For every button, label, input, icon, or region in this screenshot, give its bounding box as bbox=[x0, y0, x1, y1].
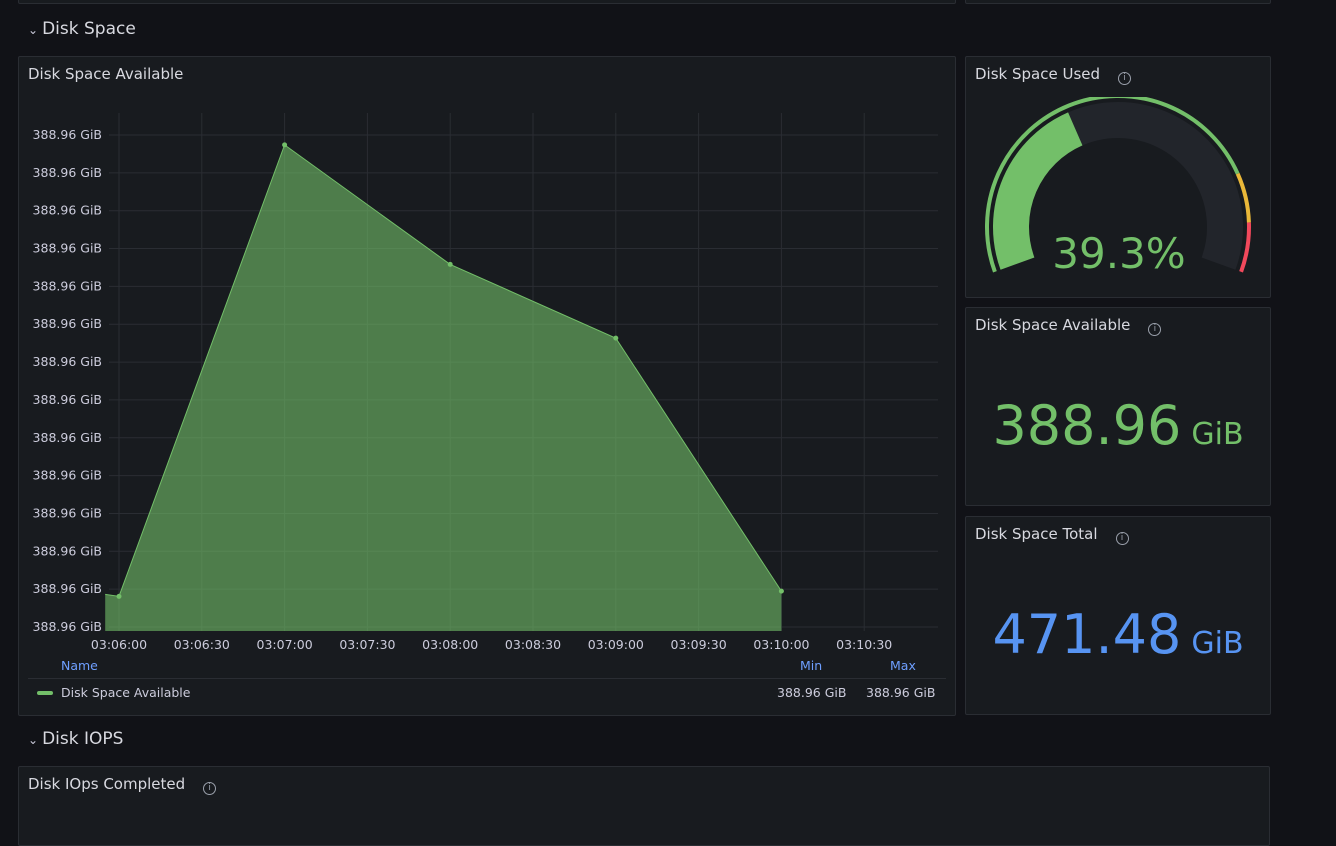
y-tick-label: 388.96 GiB bbox=[33, 468, 102, 483]
legend-name-header[interactable]: Name bbox=[61, 658, 98, 673]
legend-max-header[interactable]: Max bbox=[890, 658, 916, 673]
row-title: Disk Space bbox=[42, 19, 136, 39]
stat-number: 388.96 bbox=[992, 394, 1182, 457]
chevron-down-icon: ⌄ bbox=[28, 23, 39, 37]
legend-row[interactable]: Disk Space Available 388.96 GiB 388.96 G… bbox=[28, 683, 946, 703]
x-tick-label: 03:10:00 bbox=[753, 637, 809, 652]
info-icon[interactable]: i bbox=[1148, 323, 1162, 336]
previous-panel-right bbox=[965, 0, 1271, 4]
x-tick-label: 03:10:30 bbox=[836, 637, 892, 652]
panel-title: Disk Space Total bbox=[975, 525, 1098, 543]
data-point bbox=[282, 142, 288, 148]
x-tick-label: 03:06:00 bbox=[91, 637, 147, 652]
row-disk-iops[interactable]: ⌄ Disk IOPS bbox=[28, 729, 123, 749]
y-tick-label: 388.96 GiB bbox=[33, 354, 102, 369]
panel-title: Disk Space Used bbox=[975, 65, 1101, 83]
legend-min-header[interactable]: Min bbox=[800, 658, 823, 673]
legend-min-value: 388.96 GiB bbox=[777, 685, 847, 700]
x-tick-label: 03:06:30 bbox=[174, 637, 230, 652]
y-tick-label: 388.96 GiB bbox=[33, 505, 102, 520]
legend-divider bbox=[28, 678, 946, 679]
data-point bbox=[116, 593, 122, 599]
x-tick-label: 03:09:30 bbox=[671, 637, 727, 652]
panel-title-wrap: Disk Space Used i bbox=[975, 65, 1132, 85]
gauge-threshold-band bbox=[985, 97, 1240, 273]
x-tick-label: 03:08:00 bbox=[422, 637, 478, 652]
y-tick-label: 388.96 GiB bbox=[33, 241, 102, 256]
gauge-value-arc bbox=[993, 112, 1083, 270]
info-icon[interactable]: i bbox=[203, 782, 217, 795]
x-tick-label: 03:07:00 bbox=[257, 637, 313, 652]
disk-space-chart[interactable]: 388.96 GiB 388.96 GiB 388.96 GiB 388.96 GiB… bbox=[19, 97, 955, 697]
panel-title-wrap: Disk Space Total i bbox=[975, 525, 1129, 545]
series-color-swatch bbox=[37, 691, 53, 695]
disk-iops-completed-panel[interactable]: Disk IOps Completed i bbox=[18, 766, 1270, 846]
panel-title-wrap: Disk Space Available i bbox=[975, 316, 1162, 336]
gauge-threshold-band bbox=[1239, 222, 1251, 273]
y-tick-label: 388.96 GiB bbox=[33, 392, 102, 407]
y-tick-label: 388.96 GiB bbox=[33, 543, 102, 558]
disk-space-used-gauge bbox=[985, 97, 1251, 273]
x-tick-label: 03:08:30 bbox=[505, 637, 561, 652]
data-point bbox=[778, 588, 784, 594]
data-point bbox=[447, 261, 453, 267]
disk-space-total-panel[interactable]: Disk Space Total i 471.48 GiB bbox=[965, 516, 1271, 715]
x-tick-label: 03:09:00 bbox=[588, 637, 644, 652]
info-icon[interactable]: i bbox=[1115, 532, 1129, 545]
row-disk-space[interactable]: ⌄ Disk Space bbox=[28, 19, 136, 39]
legend-series-name: Disk Space Available bbox=[61, 685, 191, 700]
previous-panel-left bbox=[18, 0, 956, 4]
row-title: Disk IOPS bbox=[42, 729, 124, 749]
disk-space-available-graph-panel[interactable]: Disk Space Available 388.96 GiB 388.96 Gi… bbox=[18, 56, 956, 716]
y-tick-label: 388.96 GiB bbox=[33, 203, 102, 218]
stat-unit: GiB bbox=[1191, 417, 1244, 452]
disk-space-available-stat-panel[interactable]: Disk Space Available i 388.96 GiB bbox=[965, 307, 1271, 506]
disk-space-used-panel[interactable]: Disk Space Used i 39.3% bbox=[965, 56, 1271, 298]
stat-unit: GiB bbox=[1191, 626, 1244, 661]
stat-value: 471.48 GiB bbox=[966, 603, 1270, 666]
area-fill bbox=[105, 144, 782, 631]
y-tick-label: 388.96 GiB bbox=[33, 581, 102, 596]
panel-title-wrap: Disk IOps Completed i bbox=[28, 775, 217, 795]
panel-title: Disk Space Available bbox=[975, 316, 1131, 334]
data-point bbox=[613, 335, 619, 341]
y-tick-label: 388.96 GiB bbox=[33, 430, 102, 445]
stat-number: 471.48 bbox=[992, 603, 1182, 666]
y-tick-label: 388.96 GiB bbox=[33, 165, 102, 180]
gauge-threshold-band bbox=[1235, 172, 1251, 223]
y-tick-label: 388.96 GiB bbox=[33, 619, 102, 634]
info-icon[interactable]: i bbox=[1118, 72, 1132, 85]
y-tick-label: 388.96 GiB bbox=[33, 278, 102, 293]
y-tick-label: 388.96 GiB bbox=[33, 316, 102, 331]
y-tick-label: 388.96 GiB bbox=[33, 127, 102, 142]
chevron-down-icon: ⌄ bbox=[28, 733, 39, 747]
x-tick-label: 03:07:30 bbox=[339, 637, 395, 652]
gauge-value: 39.3% bbox=[1052, 229, 1186, 278]
panel-title: Disk Space Available bbox=[28, 65, 184, 83]
panel-title: Disk IOps Completed bbox=[28, 775, 186, 793]
stat-value: 388.96 GiB bbox=[966, 394, 1270, 457]
legend-max-value: 388.96 GiB bbox=[866, 685, 936, 700]
